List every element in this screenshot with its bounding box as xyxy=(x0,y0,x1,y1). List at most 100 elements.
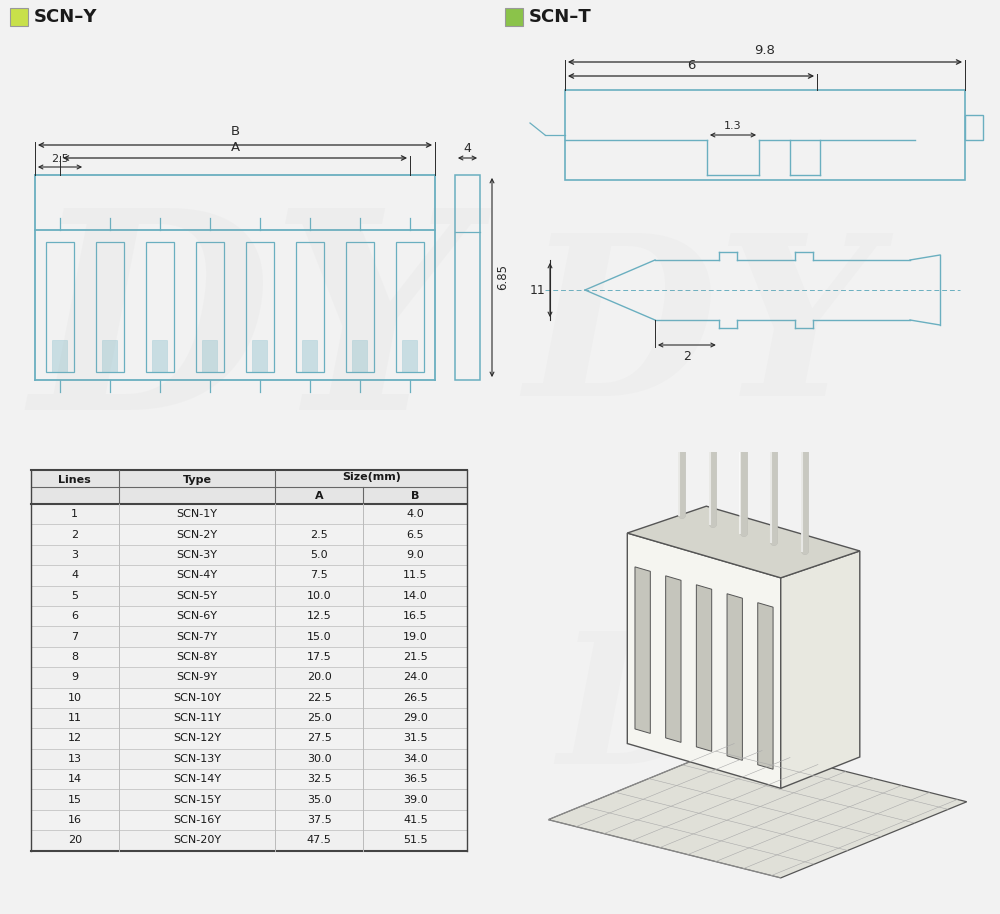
Polygon shape xyxy=(781,551,860,788)
Text: SCN-13Y: SCN-13Y xyxy=(173,754,221,764)
Bar xyxy=(402,339,417,372)
Text: 9: 9 xyxy=(71,673,78,683)
Text: SCN-20Y: SCN-20Y xyxy=(173,835,221,845)
Text: 20.0: 20.0 xyxy=(307,673,332,683)
Bar xyxy=(31,708,467,728)
Text: 4: 4 xyxy=(464,142,471,155)
Text: DY: DY xyxy=(30,199,470,469)
Bar xyxy=(31,626,467,647)
Text: 41.5: 41.5 xyxy=(403,815,428,825)
Text: SCN-9Y: SCN-9Y xyxy=(176,673,218,683)
Text: Size(mm): Size(mm) xyxy=(342,472,401,482)
Bar xyxy=(31,647,467,667)
Text: 1.3: 1.3 xyxy=(724,121,742,131)
Text: 36.5: 36.5 xyxy=(403,774,428,784)
Text: 3: 3 xyxy=(71,550,78,560)
Bar xyxy=(31,769,467,790)
Polygon shape xyxy=(696,585,712,751)
Text: 7: 7 xyxy=(71,632,78,642)
Text: SCN-6Y: SCN-6Y xyxy=(176,611,218,622)
Text: 16.5: 16.5 xyxy=(403,611,428,622)
Bar xyxy=(31,810,467,830)
Polygon shape xyxy=(548,744,967,877)
Text: 15.0: 15.0 xyxy=(307,632,332,642)
Text: B: B xyxy=(411,491,420,501)
Text: DY: DY xyxy=(110,647,330,781)
Text: 26.5: 26.5 xyxy=(403,693,428,703)
Text: 20: 20 xyxy=(68,835,82,845)
Polygon shape xyxy=(758,602,773,770)
Text: 2.5: 2.5 xyxy=(310,529,328,539)
Text: 29.0: 29.0 xyxy=(403,713,428,723)
Text: 6.5: 6.5 xyxy=(407,529,424,539)
Text: 2.5: 2.5 xyxy=(51,154,69,164)
Bar xyxy=(302,339,317,372)
Bar xyxy=(396,242,424,372)
Bar xyxy=(31,790,467,810)
Bar xyxy=(31,687,467,708)
Bar xyxy=(31,586,467,606)
Bar xyxy=(31,565,467,586)
Text: SCN-7Y: SCN-7Y xyxy=(176,632,218,642)
Text: 2: 2 xyxy=(683,350,691,363)
Text: 16: 16 xyxy=(68,815,82,825)
Text: SCN-8Y: SCN-8Y xyxy=(176,652,218,662)
Bar xyxy=(196,242,224,372)
Bar xyxy=(296,242,324,372)
Text: 34.0: 34.0 xyxy=(403,754,428,764)
Bar xyxy=(52,339,67,372)
Text: DY: DY xyxy=(557,626,843,802)
Text: 24.0: 24.0 xyxy=(403,673,428,683)
Text: 35.0: 35.0 xyxy=(307,794,332,804)
Text: SCN-14Y: SCN-14Y xyxy=(173,774,221,784)
Text: 7.5: 7.5 xyxy=(310,570,328,580)
Ellipse shape xyxy=(792,421,818,430)
Text: 4.0: 4.0 xyxy=(407,509,424,519)
Bar xyxy=(96,242,124,372)
Text: 21.5: 21.5 xyxy=(403,652,428,662)
Polygon shape xyxy=(627,506,860,578)
Ellipse shape xyxy=(731,426,756,434)
Text: A: A xyxy=(315,491,324,501)
Bar xyxy=(31,606,467,626)
Text: 22.5: 22.5 xyxy=(307,693,332,703)
Polygon shape xyxy=(727,594,742,760)
Text: 6: 6 xyxy=(71,611,78,622)
Text: Type: Type xyxy=(182,475,212,485)
Bar xyxy=(46,242,74,372)
Bar xyxy=(505,8,523,26)
Bar xyxy=(202,339,217,372)
Text: 51.5: 51.5 xyxy=(403,835,428,845)
Text: SCN–Y: SCN–Y xyxy=(34,8,98,26)
Text: 1: 1 xyxy=(71,509,78,519)
Text: SCN-12Y: SCN-12Y xyxy=(173,734,221,743)
Bar xyxy=(146,242,174,372)
Bar xyxy=(31,504,467,525)
Text: 13: 13 xyxy=(68,754,82,764)
Text: SCN-10Y: SCN-10Y xyxy=(173,693,221,703)
Text: 27.5: 27.5 xyxy=(307,734,332,743)
Text: 5.0: 5.0 xyxy=(310,550,328,560)
Bar xyxy=(10,8,28,26)
Bar xyxy=(346,242,374,372)
Bar xyxy=(352,339,367,372)
Text: SCN-1Y: SCN-1Y xyxy=(176,509,218,519)
Bar xyxy=(31,525,467,545)
Text: A: A xyxy=(230,141,240,154)
Ellipse shape xyxy=(669,430,695,439)
Text: 39.0: 39.0 xyxy=(403,794,428,804)
Text: SCN–T: SCN–T xyxy=(529,8,592,26)
Bar xyxy=(31,830,467,851)
Text: 2: 2 xyxy=(71,529,78,539)
Text: 4: 4 xyxy=(71,570,78,580)
Bar xyxy=(31,545,467,565)
Text: 11.5: 11.5 xyxy=(403,570,428,580)
Text: 11: 11 xyxy=(68,713,82,723)
Text: 10: 10 xyxy=(68,693,82,703)
Bar xyxy=(252,339,267,372)
Bar xyxy=(31,728,467,749)
Text: 14: 14 xyxy=(68,774,82,784)
Bar xyxy=(455,175,480,380)
Bar xyxy=(102,339,117,372)
Text: 12.5: 12.5 xyxy=(307,611,332,622)
